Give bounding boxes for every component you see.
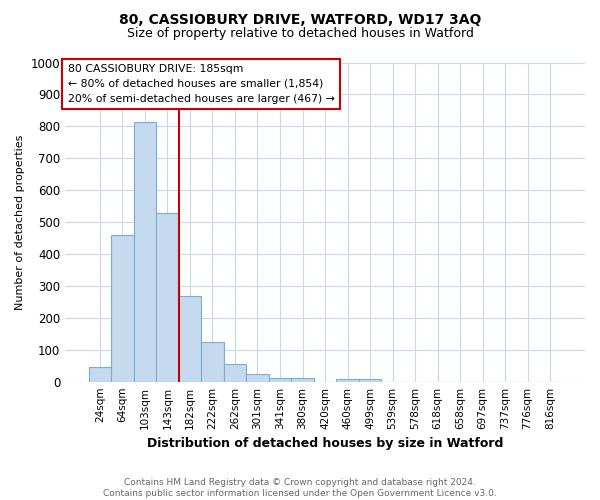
- X-axis label: Distribution of detached houses by size in Watford: Distribution of detached houses by size …: [147, 437, 503, 450]
- Text: 80, CASSIOBURY DRIVE, WATFORD, WD17 3AQ: 80, CASSIOBURY DRIVE, WATFORD, WD17 3AQ: [119, 12, 481, 26]
- Text: Size of property relative to detached houses in Watford: Size of property relative to detached ho…: [127, 28, 473, 40]
- Bar: [246, 374, 269, 382]
- Bar: [201, 342, 224, 382]
- Bar: [291, 378, 314, 382]
- Text: 80 CASSIOBURY DRIVE: 185sqm
← 80% of detached houses are smaller (1,854)
20% of : 80 CASSIOBURY DRIVE: 185sqm ← 80% of det…: [68, 64, 335, 104]
- Text: Contains HM Land Registry data © Crown copyright and database right 2024.
Contai: Contains HM Land Registry data © Crown c…: [103, 478, 497, 498]
- Bar: [224, 364, 246, 382]
- Bar: [156, 212, 179, 382]
- Bar: [134, 122, 156, 382]
- Bar: [179, 296, 201, 382]
- Bar: [111, 235, 134, 382]
- Bar: [359, 379, 381, 382]
- Bar: [89, 367, 111, 382]
- Y-axis label: Number of detached properties: Number of detached properties: [15, 134, 25, 310]
- Bar: [269, 378, 291, 382]
- Bar: [336, 379, 359, 382]
